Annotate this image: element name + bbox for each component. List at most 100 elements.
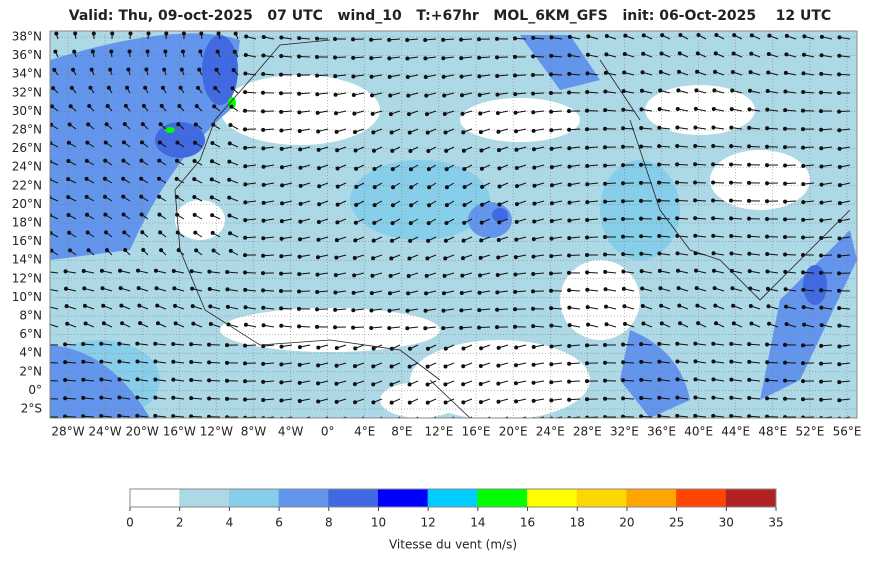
wind-arrow-head <box>657 216 662 221</box>
wind-arrow-head <box>136 286 141 291</box>
wind-arrow-head <box>711 341 716 346</box>
wind-arrow-head <box>693 143 698 148</box>
wind-arrow-head <box>233 31 238 36</box>
wind-arrow <box>520 416 527 418</box>
wind-arrow-head <box>460 111 465 116</box>
wind-arrow-head <box>261 305 266 310</box>
wind-arrow-head <box>585 127 590 132</box>
lon-label: 28°W <box>51 425 84 439</box>
wind-arrow-head <box>99 377 104 382</box>
wind-arrow-head <box>747 269 752 274</box>
wind-arrow-head <box>372 203 377 208</box>
wind-arrow-head <box>66 177 71 182</box>
wind-arrow-head <box>747 144 752 149</box>
wind-arrow-head <box>747 251 752 256</box>
wind-arrow-head <box>747 359 752 364</box>
wind-arrow-head <box>765 396 770 401</box>
wind-arrow-head <box>549 306 554 311</box>
wind-arrow-head <box>153 377 158 382</box>
wind-arrow-head <box>139 194 144 199</box>
wind-arrow-head <box>63 360 68 365</box>
wind-arrow-head <box>766 51 771 56</box>
wind-arrow-head <box>711 162 716 167</box>
wind-arrow-head <box>658 88 663 93</box>
wind-arrow-head <box>279 398 284 403</box>
wind-arrow-head <box>352 111 357 116</box>
wind-arrow-head <box>532 165 537 170</box>
wind-arrow-head <box>157 158 162 163</box>
wind-arrow-head <box>261 53 266 58</box>
wind-arrow-head <box>261 397 266 402</box>
wind-arrow-head <box>172 286 177 291</box>
wind-arrow-head <box>193 140 198 145</box>
wind-arrow-head <box>153 268 158 273</box>
wind-arrow-head <box>567 90 572 95</box>
wind-arrow-head <box>317 202 322 207</box>
wind-arrow-head <box>334 381 339 386</box>
wind-arrow-head <box>387 37 392 42</box>
wind-arrow-head <box>730 69 735 74</box>
wind-arrow-head <box>783 378 788 383</box>
colorbar-frame <box>129 488 777 508</box>
wind-arrow-head <box>693 233 698 238</box>
wind-arrow-head <box>84 194 89 199</box>
wind-arrow-head <box>585 235 590 240</box>
wind-arrow-head <box>426 221 431 226</box>
wind-arrow-head <box>243 182 248 187</box>
wind-arrow-head <box>729 216 734 221</box>
wind-arrow-head <box>658 286 663 291</box>
wind-arrow-head <box>297 289 302 294</box>
wind-arrow-head <box>729 359 734 364</box>
wind-arrow-head <box>622 70 627 75</box>
wind-arrow-head <box>63 342 68 347</box>
wind-arrow-head <box>426 238 431 243</box>
wind-arrow-head <box>176 122 181 127</box>
wind-arrow-head <box>765 107 770 112</box>
lat-label: 34°N <box>12 67 42 81</box>
wind-arrow-head <box>477 308 482 313</box>
wind-arrow-head <box>784 304 789 309</box>
wind-arrow-head <box>531 91 536 96</box>
wind-arrow-head <box>549 218 554 223</box>
wind-arrow-head <box>729 144 734 149</box>
wind-arrow-head <box>231 67 236 72</box>
wind-arrow-head <box>801 343 806 348</box>
wind-arrow-head <box>531 147 536 152</box>
wind-arrow-head <box>837 146 842 151</box>
wind-arrow-head <box>153 395 158 400</box>
wind-arrow-head <box>497 184 502 189</box>
wind-arrow-head <box>549 128 554 133</box>
wind-arrow-head <box>657 359 662 364</box>
wind-arrow-head <box>213 86 218 91</box>
wind-arrow-head <box>585 287 590 292</box>
wind-arrow-head <box>354 166 359 171</box>
wind-arrow-head <box>232 49 237 54</box>
wind-arrow-head <box>83 321 88 326</box>
wind-arrow-head <box>479 220 484 225</box>
wind-arrow-head <box>659 303 664 308</box>
wind-arrow-head <box>567 71 572 76</box>
wind-arrow-head <box>585 182 590 187</box>
wind-arrow-head <box>229 104 234 109</box>
wind-arrow-head <box>693 180 698 185</box>
wind-arrow-head <box>765 216 769 221</box>
wind-arrow-head <box>127 49 132 54</box>
lon-label: 40°E <box>684 425 713 439</box>
wind-arrow-head <box>784 52 789 57</box>
wind-arrow-head <box>567 236 572 241</box>
wind-arrow-head <box>585 200 590 205</box>
wind-arrow-head <box>819 361 824 366</box>
wind-arrow-head <box>54 31 59 36</box>
wind-arrow-head <box>622 304 627 309</box>
wind-arrow-head <box>144 67 149 72</box>
wind-arrow-head <box>480 184 485 189</box>
wind-arrow-head <box>549 236 554 241</box>
wind-arrow-head <box>315 36 320 41</box>
wind-arrow-head <box>81 359 86 364</box>
wind-arrow-head <box>783 396 788 401</box>
lat-label: 16°N <box>12 234 42 248</box>
lon-label: 44°E <box>721 425 750 439</box>
wind-arrow-head <box>696 32 701 37</box>
wind-arrow-head <box>175 140 180 145</box>
wind-arrow-head <box>297 272 302 277</box>
